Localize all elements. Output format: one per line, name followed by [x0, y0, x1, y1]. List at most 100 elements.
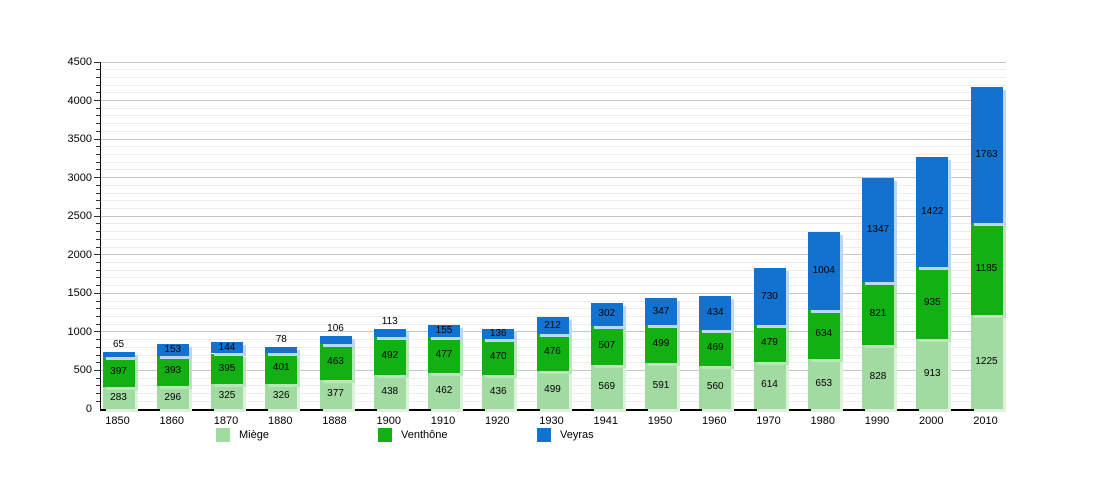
- y-axis-tick: [96, 161, 101, 163]
- bar-value-label: 78: [275, 333, 287, 345]
- gridline: [101, 184, 1006, 186]
- x-axis-label: 1910: [430, 415, 456, 427]
- bar-value-label: 1004: [812, 265, 835, 277]
- bar-segment-venth-ne: [102, 356, 135, 388]
- x-axis-label: 2010: [973, 415, 998, 427]
- x-axis-label: 1870: [213, 415, 239, 427]
- bar-segment-veyras: [645, 298, 677, 325]
- x-axis-label: 1900: [376, 415, 401, 427]
- y-axis-tick: [96, 246, 101, 248]
- bar-value-label: 479: [761, 337, 778, 349]
- y-axis-tick: [94, 215, 101, 217]
- y-axis-tick: [96, 76, 101, 78]
- y-axis-label: 4000: [67, 94, 92, 107]
- bar-value-label: 653: [815, 377, 833, 389]
- y-axis-tick: [96, 262, 101, 263]
- y-axis-tick: [96, 238, 101, 240]
- y-axis-tick: [96, 400, 101, 402]
- y-axis-tick: [94, 331, 101, 333]
- bar-segment-venth-ne: [590, 326, 623, 366]
- legend-swatch: [378, 428, 392, 442]
- bar-value-label: 935: [923, 296, 941, 308]
- y-axis-tick: [96, 154, 101, 156]
- bar-value-label: 569: [598, 381, 616, 393]
- bar-segment-veyras: [536, 317, 569, 334]
- legend-item-venth-ne: Venthône: [378, 428, 448, 442]
- bar-value-label: 469: [706, 341, 724, 353]
- bar-value-label: 397: [110, 365, 127, 377]
- y-axis-tick: [96, 115, 101, 117]
- y-axis-label: 3000: [67, 171, 92, 184]
- gridline: [101, 208, 1006, 210]
- bar-segment-veyras: [753, 268, 786, 325]
- y-axis-tick: [96, 362, 101, 364]
- bar-segment-veyras: [590, 302, 623, 327]
- bar-value-label: 1422: [921, 205, 944, 217]
- bar-segment-veyras: [970, 87, 1003, 224]
- bar-segment-veyras: [319, 336, 352, 345]
- gridline: [101, 315, 1006, 317]
- gridline: [101, 223, 1006, 225]
- bar-segment-mi-ge: [319, 379, 352, 409]
- bar-value-label: 347: [652, 305, 670, 317]
- x-axis-label: 1990: [864, 415, 890, 427]
- gridline: [101, 69, 1006, 71]
- bar-segment-mi-ge: [753, 361, 786, 409]
- legend-item-veyras: Veyras: [537, 428, 594, 442]
- bar-value-label: 1225: [975, 355, 998, 367]
- gridline: [101, 246, 1006, 248]
- bar-segment-mi-ge: [862, 345, 894, 409]
- x-axis-label: 1880: [268, 415, 293, 427]
- plot-area: 283 397 65 296 393 153 325 395 144 326 401 78 377 463…: [94, 61, 1006, 411]
- y-axis-tick: [96, 315, 101, 317]
- y-axis-tick: [96, 308, 101, 310]
- bar-segment-mi-ge: [536, 370, 569, 409]
- x-axis-label: 1970: [756, 415, 781, 427]
- gridline: [101, 231, 1006, 233]
- gridline: [101, 300, 1006, 302]
- y-axis-tick: [96, 339, 101, 341]
- gridline: [101, 130, 1006, 132]
- legend-swatch: [537, 428, 551, 442]
- bar-value-label: 463: [327, 356, 344, 368]
- x-axis-label: 1960: [702, 415, 727, 427]
- bar-value-label: 153: [164, 343, 182, 355]
- bar-value-label: 136: [489, 327, 507, 339]
- bar-segment-veyras: [156, 344, 189, 356]
- bar-value-label: 499: [544, 383, 561, 395]
- gridline: [101, 115, 1006, 117]
- gridline: [101, 169, 1006, 171]
- bar-value-label: 591: [652, 380, 670, 392]
- bar-segment-venth-ne: [536, 333, 569, 371]
- y-axis-tick: [94, 100, 101, 102]
- gridline: [101, 277, 1006, 279]
- y-axis-label: 1000: [67, 325, 92, 338]
- legend-item-mi-ge: Miège: [216, 428, 269, 442]
- y-axis-tick: [96, 277, 101, 279]
- y-axis-tick: [96, 269, 101, 271]
- bar-segment-venth-ne: [211, 353, 243, 384]
- bar-value-label: 401: [272, 362, 290, 374]
- y-axis-tick: [96, 208, 101, 210]
- x-axis-label: 1950: [647, 415, 673, 427]
- y-axis-tick: [96, 107, 101, 109]
- bar-segment-venth-ne: [916, 266, 949, 339]
- bar-value-label: 1763: [975, 149, 998, 161]
- y-axis-tick: [96, 123, 101, 125]
- y-axis-tick: [96, 231, 101, 233]
- bar-segment-venth-ne: [645, 324, 677, 364]
- legend-label: Veyras: [560, 429, 594, 441]
- y-axis-tick: [96, 300, 101, 302]
- legend-label: Miège: [239, 429, 269, 441]
- bar-segment-venth-ne: [807, 309, 840, 359]
- bar-value-label: 1185: [975, 262, 998, 274]
- bar-value-label: 507: [598, 339, 616, 351]
- gridline: [101, 192, 1006, 194]
- gridline: [101, 92, 1006, 94]
- bar-value-label: 212: [544, 319, 561, 331]
- bar-segment-venth-ne: [156, 355, 189, 387]
- bar-value-label: 913: [923, 367, 941, 379]
- bar-segment-venth-ne: [373, 337, 406, 376]
- gridline: [101, 292, 1006, 294]
